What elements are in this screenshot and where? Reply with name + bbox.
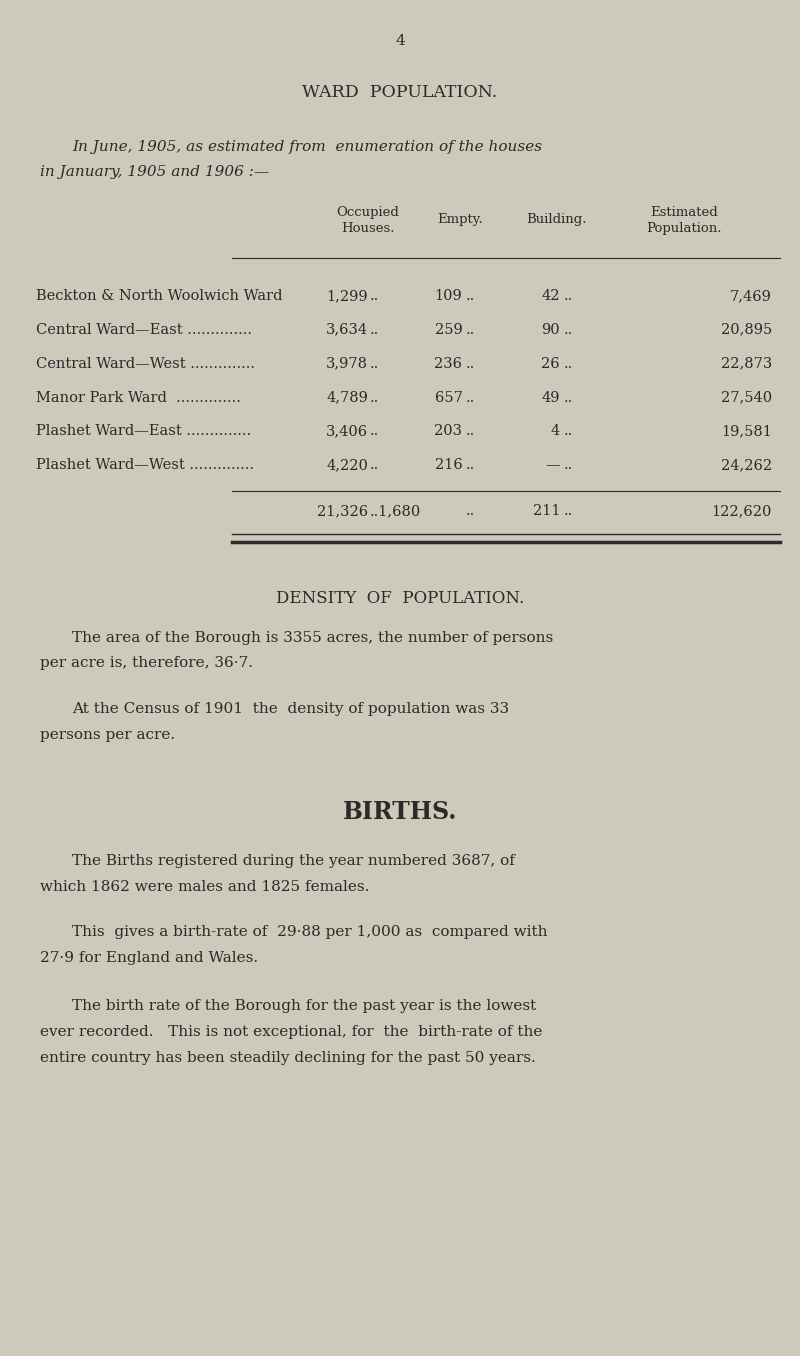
Text: persons per acre.: persons per acre. — [40, 728, 175, 742]
Text: ..: .. — [563, 458, 573, 472]
Text: Building.: Building. — [526, 213, 586, 226]
Text: ..: .. — [563, 323, 573, 336]
Text: ..: .. — [466, 424, 475, 438]
Text: DENSITY  OF  POPULATION.: DENSITY OF POPULATION. — [276, 590, 524, 607]
Text: 90: 90 — [542, 323, 560, 336]
Text: ..: .. — [466, 458, 475, 472]
Text: 24,262: 24,262 — [721, 458, 772, 472]
Text: 26: 26 — [542, 357, 560, 370]
Text: Plashet Ward—West ..............: Plashet Ward—West .............. — [36, 458, 254, 472]
Text: ..: .. — [563, 289, 573, 302]
Text: 49: 49 — [542, 391, 560, 404]
Text: This  gives a birth-rate of  29·88 per 1,000 as  compared with: This gives a birth-rate of 29·88 per 1,0… — [72, 925, 547, 938]
Text: 27,540: 27,540 — [721, 391, 772, 404]
Text: ..1,680: ..1,680 — [370, 504, 421, 518]
Text: 3,978: 3,978 — [326, 357, 368, 370]
Text: ..: .. — [370, 357, 379, 370]
Text: The area of the Borough is 3355 acres, the number of persons: The area of the Borough is 3355 acres, t… — [72, 631, 554, 644]
Text: 21,326: 21,326 — [317, 504, 368, 518]
Text: Central Ward—East ..............: Central Ward—East .............. — [36, 323, 252, 336]
Text: 4,789: 4,789 — [326, 391, 368, 404]
Text: ..: .. — [563, 504, 573, 518]
Text: The birth rate of the Borough for the past year is the lowest: The birth rate of the Borough for the pa… — [72, 999, 536, 1013]
Text: ..: .. — [466, 504, 475, 518]
Text: entire country has been steadily declining for the past 50 years.: entire country has been steadily declini… — [40, 1051, 536, 1064]
Text: —: — — [546, 458, 560, 472]
Text: 211: 211 — [533, 504, 560, 518]
Text: ..: .. — [370, 424, 379, 438]
Text: ..: .. — [370, 391, 379, 404]
Text: 3,634: 3,634 — [326, 323, 368, 336]
Text: ..: .. — [466, 391, 475, 404]
Text: in January, 1905 and 1906 :—: in January, 1905 and 1906 :— — [40, 165, 269, 179]
Text: Central Ward—West ..............: Central Ward—West .............. — [36, 357, 255, 370]
Text: BIRTHS.: BIRTHS. — [343, 800, 457, 824]
Text: The Births registered during the year numbered 3687, of: The Births registered during the year nu… — [72, 854, 515, 868]
Text: 19,581: 19,581 — [721, 424, 772, 438]
Text: 122,620: 122,620 — [712, 504, 772, 518]
Text: Manor Park Ward  ..............: Manor Park Ward .............. — [36, 391, 241, 404]
Text: Estimated
Population.: Estimated Population. — [646, 206, 722, 235]
Text: 42: 42 — [542, 289, 560, 302]
Text: 4: 4 — [550, 424, 560, 438]
Text: 109: 109 — [434, 289, 462, 302]
Text: Plashet Ward—East ..............: Plashet Ward—East .............. — [36, 424, 251, 438]
Text: Empty.: Empty. — [437, 213, 483, 226]
Text: ..: .. — [563, 424, 573, 438]
Text: At the Census of 1901  the  density of population was 33: At the Census of 1901 the density of pop… — [72, 702, 509, 716]
Text: 7,469: 7,469 — [730, 289, 772, 302]
Text: 1,299: 1,299 — [326, 289, 368, 302]
Text: 216: 216 — [434, 458, 462, 472]
Text: ..: .. — [466, 289, 475, 302]
Text: Occupied
Houses.: Occupied Houses. — [337, 206, 399, 235]
Text: ..: .. — [563, 357, 573, 370]
Text: 203: 203 — [434, 424, 462, 438]
Text: 27·9 for England and Wales.: 27·9 for England and Wales. — [40, 951, 258, 964]
Text: 22,873: 22,873 — [721, 357, 772, 370]
Text: per acre is, therefore, 36·7.: per acre is, therefore, 36·7. — [40, 656, 253, 670]
Text: 3,406: 3,406 — [326, 424, 368, 438]
Text: ..: .. — [563, 391, 573, 404]
Text: 4,220: 4,220 — [326, 458, 368, 472]
Text: ..: .. — [370, 289, 379, 302]
Text: which 1862 were males and 1825 females.: which 1862 were males and 1825 females. — [40, 880, 370, 894]
Text: ..: .. — [370, 458, 379, 472]
Text: 259: 259 — [434, 323, 462, 336]
Text: 4: 4 — [395, 34, 405, 47]
Text: In June, 1905, as estimated from  enumeration of the houses: In June, 1905, as estimated from enumera… — [72, 140, 542, 153]
Text: ..: .. — [466, 323, 475, 336]
Text: WARD  POPULATION.: WARD POPULATION. — [302, 84, 498, 102]
Text: 236: 236 — [434, 357, 462, 370]
Text: 20,895: 20,895 — [721, 323, 772, 336]
Text: ever recorded.   This is not exceptional, for  the  birth-rate of the: ever recorded. This is not exceptional, … — [40, 1025, 542, 1039]
Text: ..: .. — [466, 357, 475, 370]
Text: Beckton & North Woolwich Ward: Beckton & North Woolwich Ward — [36, 289, 282, 302]
Text: ..: .. — [370, 323, 379, 336]
Text: 657: 657 — [434, 391, 462, 404]
